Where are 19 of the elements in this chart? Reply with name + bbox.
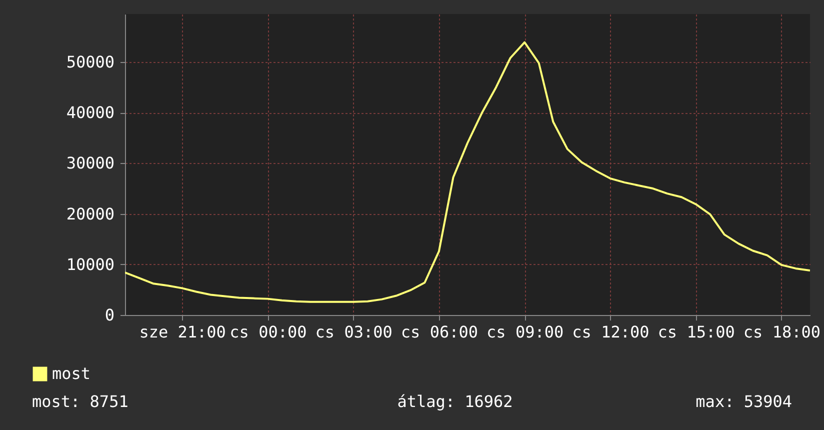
x-tick-label: cs 03:00 [315, 322, 392, 342]
x-tick-label: cs 15:00 [658, 322, 735, 342]
x-tick-label: cs 18:00 [743, 322, 820, 342]
line-series [125, 41, 810, 303]
y-tick-label: 10000 [66, 254, 114, 274]
legend-label: most [52, 364, 91, 383]
y-tick-label: 30000 [66, 154, 114, 173]
x-tick-label: cs 06:00 [400, 322, 478, 342]
y-tick-label: 0 [104, 306, 114, 324]
text: most: 8751 [32, 392, 128, 411]
y-tick-label: 40000 [66, 103, 114, 122]
text: átlag: 16962 [397, 392, 513, 411]
x-tick-label: cs 00:00 [230, 322, 307, 342]
x-tick-label: cs 09:00 [486, 322, 564, 342]
x-tick-label: sze 21:00 [139, 322, 226, 342]
x-tick-label: cs 12:00 [572, 322, 650, 342]
y-tick-label: 20000 [66, 204, 114, 224]
text: max: 53904 [696, 392, 792, 411]
y-tick-label: 50000 [66, 52, 114, 72]
